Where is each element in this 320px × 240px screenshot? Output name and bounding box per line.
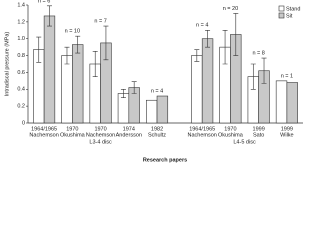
error-bar: [233, 13, 239, 56]
group-label: L4-5 disc: [233, 139, 256, 145]
x-tick-label-year: 1964/1965: [31, 126, 57, 132]
group-label: L3-4 disc: [89, 139, 112, 145]
x-tick-label-year: 1964/1965: [189, 126, 215, 132]
y-axis-label: Intradiscal pressure (MPa): [4, 32, 10, 97]
bar: [72, 44, 84, 124]
x-tick-label-author: Schultz: [148, 132, 166, 138]
x-tick-label-author: Okushima: [60, 132, 86, 138]
x-tick-label-author: Wilke: [280, 132, 293, 138]
bar: [43, 15, 56, 124]
bar: [156, 95, 169, 124]
n-label: n = 10: [65, 29, 80, 35]
x-tick-label-author: Nachemson: [86, 132, 115, 138]
y-tick-label: 1.2: [17, 19, 25, 25]
n-label: n = 7: [94, 19, 106, 25]
y-tick-label: 0.4: [17, 87, 25, 93]
error-bar: [46, 5, 52, 27]
y-tick-label: 1.4: [17, 2, 25, 8]
error-bar: [222, 29, 228, 65]
y-tick-label: 0.8: [17, 53, 25, 59]
error-bar: [92, 51, 98, 77]
error-bar: [75, 35, 81, 54]
error-bar: [120, 88, 126, 99]
x-tick-label-year: 1970: [224, 126, 236, 132]
legend-label: Stand: [286, 6, 300, 12]
error-bar: [131, 81, 137, 94]
legend-swatch: [278, 12, 285, 19]
error-bar: [205, 29, 211, 48]
y-tick-label: 1.0: [17, 36, 25, 42]
y-tick-label: 0.6: [17, 70, 25, 76]
bar: [61, 55, 73, 124]
n-label: n = 6: [38, 0, 50, 4]
bar: [191, 55, 203, 124]
x-axis-label: Research papers: [143, 157, 187, 163]
x-tick-label-year: 1999: [253, 126, 265, 132]
error-bar: [36, 36, 42, 63]
n-label: n = 8: [252, 51, 264, 57]
n-label: n = 4: [151, 88, 163, 94]
bar: [146, 99, 158, 124]
x-tick-label-year: 1999: [281, 126, 293, 132]
bar: [286, 82, 298, 124]
x-tick-label-author: Sato: [253, 132, 264, 138]
x-tick-label-author: Andersson: [116, 132, 142, 138]
x-tick-label-author: Okushima: [218, 132, 244, 138]
y-tick-label: 0.2: [17, 104, 25, 110]
error-bar: [261, 57, 267, 84]
error-bar: [103, 25, 109, 61]
legend-label: Sit: [286, 13, 293, 19]
chart: Intradiscal pressure (MPa) Research pape…: [4, 0, 303, 163]
error-bar: [64, 46, 70, 65]
n-label: n = 20: [223, 6, 238, 12]
n-label: n = 4: [196, 23, 208, 29]
x-tick-label-year: 1974: [123, 126, 135, 132]
y-tick-label: 0: [22, 120, 25, 126]
x-tick-label-year: 1982: [151, 126, 163, 132]
legend-swatch: [278, 5, 285, 12]
x-tick-label-author: Nachemson: [188, 132, 217, 138]
bar: [201, 38, 214, 124]
x-tick-label-year: 1970: [94, 126, 106, 132]
n-label: n = 1: [281, 73, 293, 79]
x-tick-label-author: Nachemson: [29, 132, 58, 138]
error-bar: [250, 63, 256, 90]
x-tick-label-year: 1970: [66, 126, 78, 132]
error-bar: [194, 49, 200, 62]
bar: [275, 80, 288, 124]
